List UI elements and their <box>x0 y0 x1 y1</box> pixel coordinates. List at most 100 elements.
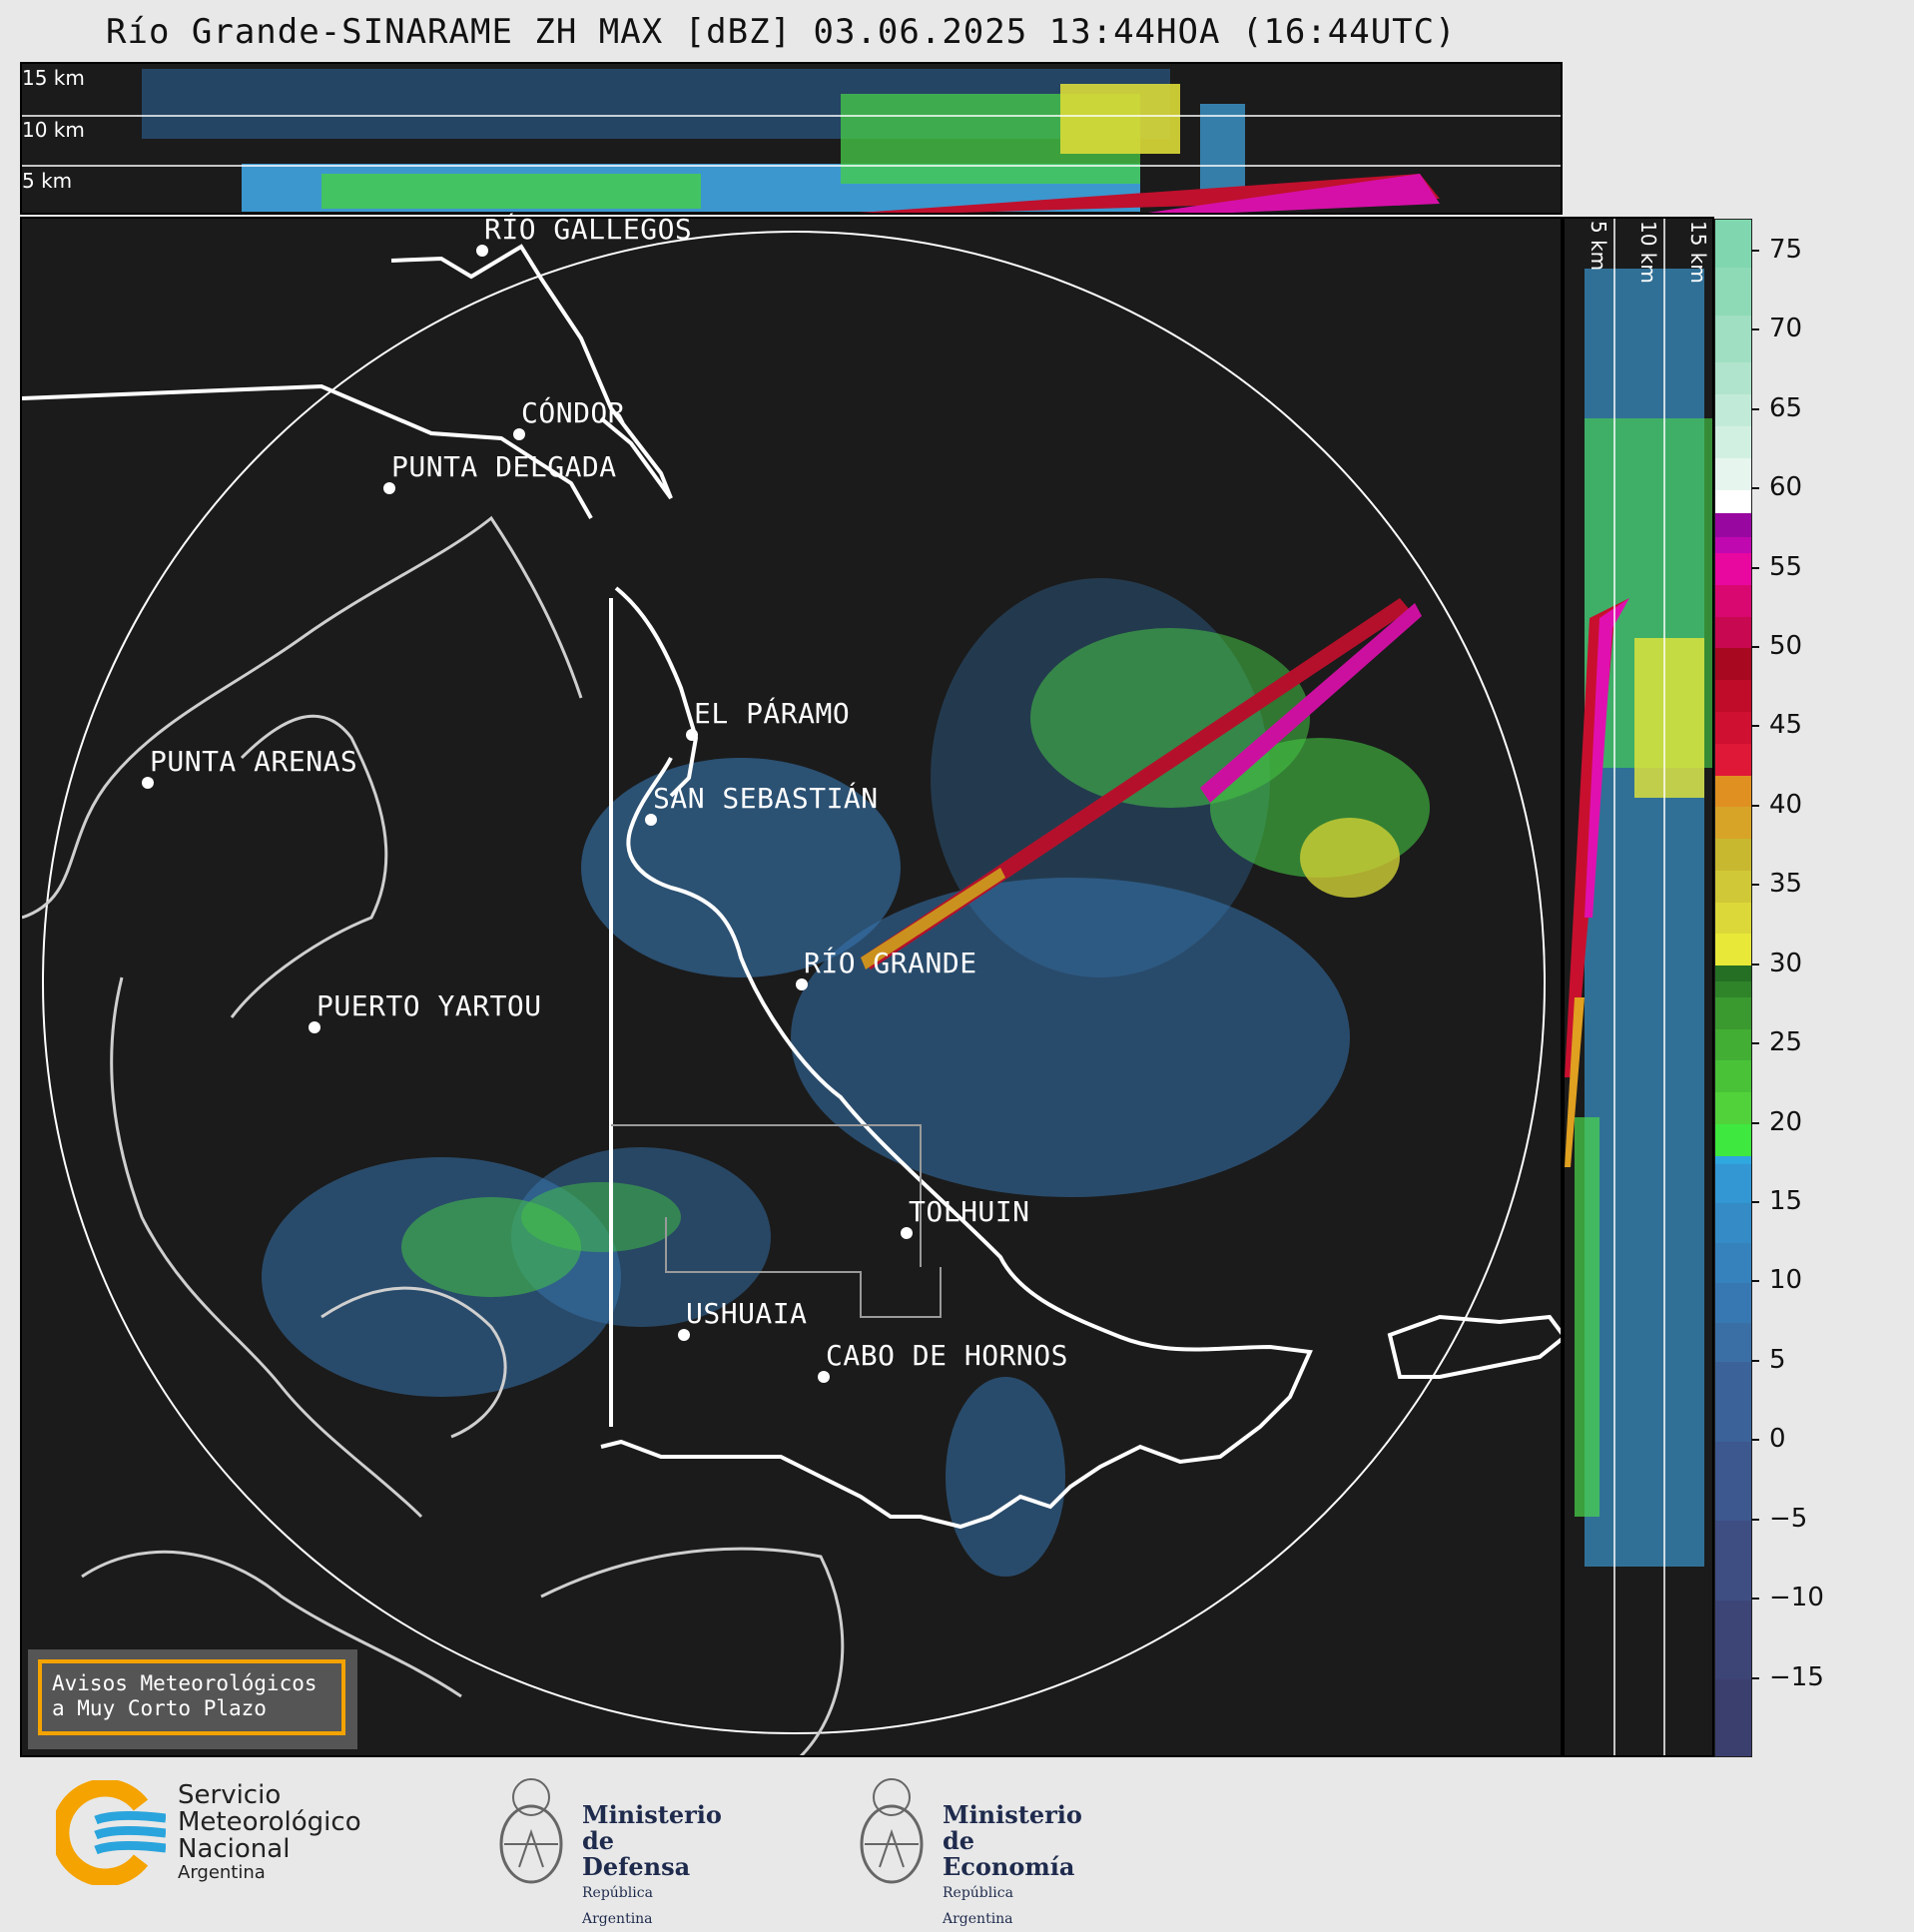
colorbar-band <box>1715 838 1751 871</box>
colorbar-band <box>1715 584 1751 617</box>
colorbar-band <box>1715 870 1751 903</box>
city-label: PUNTA DELGADA <box>391 450 617 483</box>
colorbar-band <box>1715 1202 1751 1244</box>
smn-line3: Nacional <box>178 1834 291 1864</box>
city-label: SAN SEBASTIÁN <box>653 782 879 815</box>
colorbar-band <box>1715 743 1751 776</box>
right-label-10km: 10 km <box>1636 221 1660 284</box>
provincial-border <box>611 1124 942 1318</box>
argentina-seal-icon <box>499 1778 563 1884</box>
city-label: TOLHUIN <box>909 1195 1030 1228</box>
radar-map <box>20 217 1563 1757</box>
colorbar-tick-label: 5 <box>1751 1345 1786 1375</box>
city-label: CABO DE HORNOS <box>826 1339 1069 1372</box>
colorbar-band <box>1715 393 1751 427</box>
colorbar-band <box>1715 996 1751 1029</box>
right-label-15km: 15 km <box>1686 221 1710 284</box>
smn-logo: Servicio Meteorológico Nacional Argentin… <box>51 1778 361 1889</box>
colorbar-tick-label: 25 <box>1750 1027 1802 1057</box>
colorbar-band <box>1715 1155 1751 1164</box>
colorbar-band <box>1715 980 1751 997</box>
economia-line2: de Economía <box>943 1826 1075 1881</box>
warning-line1: Avisos Meteorológicos <box>52 1671 318 1695</box>
defensa-logo: Ministerio de Defensa República Argentin… <box>494 1772 722 1927</box>
city-marker <box>645 814 657 826</box>
top-label-5km: 5 km <box>22 169 73 193</box>
colorbar-band <box>1715 1322 1751 1363</box>
colorbar-tick-label: 45 <box>1750 710 1802 740</box>
argentina-seal-icon <box>860 1778 924 1884</box>
plot-title: Río Grande-SINARAME ZH MAX [dBZ] 03.06.2… <box>106 12 1457 52</box>
colorbar-band <box>1715 1282 1751 1323</box>
colorbar-tick-label: 20 <box>1750 1107 1802 1137</box>
colorbar-band <box>1715 552 1751 585</box>
colorbar-band <box>1715 616 1751 649</box>
colorbar-band <box>1715 1520 1751 1601</box>
colorbar-tick-label: 30 <box>1750 949 1802 978</box>
top-cross-section: 15 km 10 km 5 km <box>20 62 1563 215</box>
colorbar-tick-label: 35 <box>1750 869 1802 899</box>
city-label: PUERTO YARTOU <box>317 989 542 1022</box>
defensa-line3: República Argentina <box>582 1885 653 1927</box>
colorbar-band <box>1715 1163 1751 1204</box>
right-cross-section: 5 km 10 km 15 km <box>1563 217 1714 1757</box>
smn-line1: Servicio <box>178 1780 282 1810</box>
colorbar-tick-label: 70 <box>1750 314 1802 343</box>
city-marker <box>901 1227 913 1239</box>
city-marker <box>686 729 698 741</box>
colorbar-band <box>1715 1242 1751 1283</box>
colorbar-tick-label: 0 <box>1751 1424 1786 1454</box>
colorbar-band <box>1715 361 1751 395</box>
colorbar-tick-label: 75 <box>1750 235 1802 265</box>
colorbar-band <box>1715 933 1751 966</box>
colorbar-band <box>1715 965 1751 982</box>
colorbar-band <box>1715 267 1751 316</box>
city-marker <box>142 777 154 789</box>
radar-echoes <box>262 578 1430 1577</box>
colorbar-tick-label: 60 <box>1750 472 1802 502</box>
colorbar-tick-label: 40 <box>1750 790 1802 820</box>
colorbar-tick-label: −15 <box>1751 1662 1824 1692</box>
colorbar-band <box>1715 902 1751 935</box>
city-marker <box>309 1021 320 1033</box>
right-label-5km: 5 km <box>1587 221 1610 272</box>
colorbar-band <box>1715 1361 1751 1442</box>
colorbar-band <box>1715 775 1751 808</box>
top-label-10km: 10 km <box>22 118 85 142</box>
smn-line4: Argentina <box>178 1862 266 1883</box>
city-marker <box>476 245 488 257</box>
city-marker <box>678 1329 690 1341</box>
colorbar-band <box>1715 1091 1751 1125</box>
colorbar-band <box>1715 1123 1751 1156</box>
colorbar-band <box>1715 647 1751 681</box>
colorbar-band <box>1715 1028 1751 1061</box>
smn-line2: Meteorológico <box>178 1807 361 1837</box>
economia-logo: Ministerio de Economía República Argenti… <box>855 1772 1082 1927</box>
colorbar-band <box>1715 315 1751 363</box>
colorbar-band <box>1715 1678 1751 1756</box>
defensa-line2: de Defensa <box>582 1826 691 1881</box>
city-label: RÍO GRANDE <box>804 947 977 979</box>
colorbar-tick-label: −5 <box>1750 1504 1807 1534</box>
economia-line1: Ministerio <box>943 1800 1082 1829</box>
colorbar-band <box>1715 489 1751 514</box>
colorbar-band <box>1715 220 1751 269</box>
city-marker <box>383 482 395 494</box>
colorbar-band <box>1715 679 1751 712</box>
city-label: CÓNDOR <box>521 396 626 429</box>
colorbar-tick-label: 55 <box>1750 552 1802 582</box>
colorbar-tick-label: 10 <box>1750 1265 1802 1295</box>
colorbar-band <box>1715 457 1751 490</box>
colorbar-band <box>1715 1600 1751 1680</box>
city-marker <box>818 1371 830 1383</box>
colorbar-band <box>1715 512 1751 538</box>
top-label-15km: 15 km <box>22 66 85 90</box>
city-marker <box>513 428 525 440</box>
smn-emblem-icon <box>51 1778 167 1887</box>
radar-map-layer <box>22 231 1561 1755</box>
colorbar-band <box>1715 806 1751 840</box>
colorbar-band <box>1715 1441 1751 1522</box>
colorbar-band <box>1715 536 1751 554</box>
dbz-colorbar <box>1714 219 1752 1757</box>
warning-line2: a Muy Corto Plazo <box>52 1696 267 1720</box>
